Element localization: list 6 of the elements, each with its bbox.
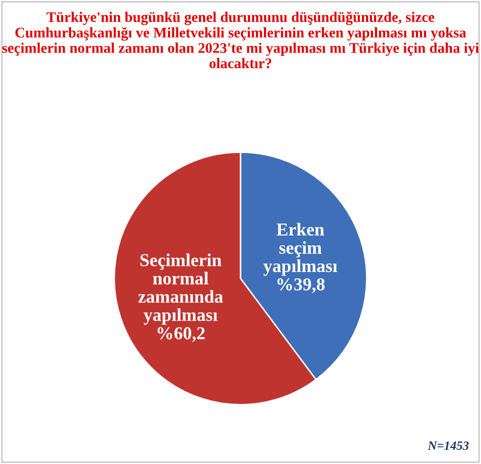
slice-label: Seçimlerin normal zamanında yapılması (138, 254, 223, 325)
text: N=1453 (428, 441, 469, 450)
chart-title: Türkiye'nin bugünkü genel durumunu düşündüğünüzde, sizce Cumhurbaşkanlığı ve Milletvekili seçimlerinin erken yapılması mı yoksa seçimlerin normal zamanı olan 2023'te mi yapılması mı Türkiye için daha iyi olacaktır? (2, 12, 479, 68)
slice-label: Erken seçim yapılması (263, 222, 338, 276)
data-label: %60,2 (158, 327, 205, 342)
data-label: %39,8 (277, 278, 325, 294)
